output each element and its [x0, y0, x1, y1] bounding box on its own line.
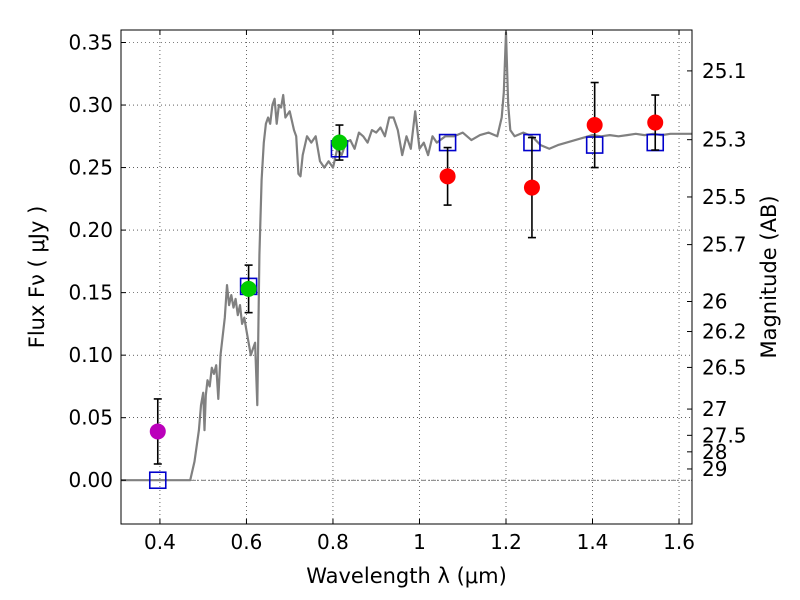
- magnitude-tick-label: 25.7: [702, 233, 747, 257]
- y-tick-label: 0.30: [68, 93, 113, 117]
- magnitude-axis-label: Magnitude (AB): [757, 195, 781, 358]
- magnitude-tick-label: 25.5: [702, 185, 747, 209]
- magnitude-tick-label: 25.1: [702, 59, 747, 83]
- observed-flux-point: [647, 114, 664, 131]
- y-tick-label: 0.10: [68, 343, 113, 367]
- x-tick-label: 1: [413, 530, 426, 554]
- magnitude-tick-label: 25.3: [702, 128, 747, 152]
- y-tick-label: 0.15: [68, 281, 113, 305]
- y-tick-label: 0.25: [68, 156, 113, 180]
- observed-flux-point: [523, 179, 540, 196]
- observed-flux-point: [586, 117, 603, 134]
- x-tick-label: 1.4: [577, 530, 609, 554]
- magnitude-tick-label: 26.5: [702, 355, 747, 379]
- magnitude-tick-label: 28: [702, 440, 727, 464]
- spectrum-line: [121, 31, 692, 482]
- y-tick-label: 0.05: [68, 406, 113, 430]
- y-tick-label: 0.20: [68, 218, 113, 242]
- grid-lines: [121, 30, 692, 524]
- observed-flux-point: [240, 280, 257, 297]
- y-tick-label: 0.00: [68, 468, 113, 492]
- observed-flux-point: [149, 423, 166, 440]
- magnitude-tick-label: 27: [702, 397, 727, 421]
- magnitude-tick-label: 27.5: [702, 423, 747, 447]
- magnitude-tick-label: 26: [702, 290, 727, 314]
- observed-flux-point: [439, 168, 456, 185]
- magnitude-tick-label: 26.2: [702, 320, 747, 344]
- y-axis-label: Flux Fν ( μJy ): [25, 206, 49, 349]
- x-tick-label: 1.6: [663, 530, 695, 554]
- x-axis-label: Wavelength λ (μm): [306, 564, 507, 588]
- y-axis-ticks: 0.00 0.05 0.10 0.15 0.20 0.25 0.30 0.35: [68, 31, 126, 492]
- x-axis-ticks: 0.4 0.6 0.8 1 1.2 1.4 1.6: [144, 30, 695, 554]
- plot-frame: [120, 29, 693, 525]
- observed-flux-point: [331, 134, 348, 151]
- plot-data: [121, 31, 692, 490]
- model-flux-square: [148, 471, 167, 490]
- x-tick-label: 0.4: [144, 530, 176, 554]
- x-tick-label: 0.6: [231, 530, 263, 554]
- y-tick-label: 0.35: [68, 31, 113, 55]
- x-tick-label: 0.8: [317, 530, 349, 554]
- x-tick-label: 1.2: [490, 530, 522, 554]
- magnitude-tick-label: 29: [702, 457, 727, 481]
